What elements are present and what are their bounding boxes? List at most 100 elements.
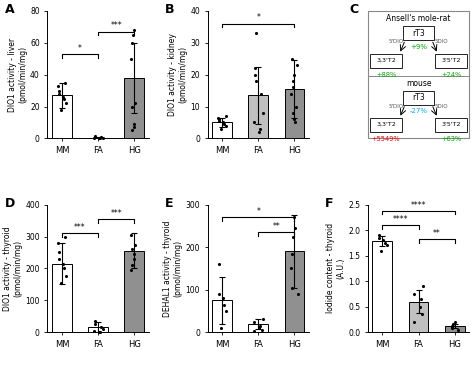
Point [55,250,63,256]
Point [219,295,227,301]
Point [288,56,295,62]
Point [418,311,426,317]
Point [55,88,63,93]
Point [128,40,136,46]
Point [290,116,298,122]
Text: E: E [165,197,173,210]
Bar [88,327,108,332]
Point [255,129,263,135]
Text: +9%: +9% [410,44,427,50]
Point [55,256,63,262]
Text: ****: **** [393,215,408,224]
Point [95,329,103,335]
Point [220,121,228,127]
Point [381,240,388,246]
Point [375,233,383,238]
Point [287,91,295,97]
Point [252,72,259,78]
Text: Ansell's mole-rat: Ansell's mole-rat [386,14,451,23]
FancyBboxPatch shape [435,54,467,68]
Point [416,304,423,310]
Bar [248,324,268,332]
Point [90,328,97,334]
Point [253,30,260,36]
Bar [445,326,465,332]
Text: 3,3'T2: 3,3'T2 [376,122,396,127]
Point [290,72,298,78]
Point [289,85,296,91]
Point [252,65,259,71]
Point [288,251,295,257]
Point [448,323,456,329]
Point [130,251,137,257]
Text: -27%: -27% [410,108,428,114]
Point [289,110,296,116]
Point [250,120,257,126]
Text: ***: *** [110,22,122,30]
Point [448,325,456,331]
Point [215,291,223,297]
Bar [409,301,428,332]
Bar [373,241,392,332]
Text: +24%: +24% [441,72,461,78]
Point [128,127,136,133]
Bar [248,95,268,138]
Point [60,265,68,271]
Text: 3'5'T2: 3'5'T2 [441,58,461,63]
Point [129,32,137,38]
Point [91,134,99,140]
Bar [124,78,144,138]
Point [214,115,222,120]
Point [259,110,266,116]
Point [128,267,135,273]
Point [258,327,265,333]
Y-axis label: Iodide content - thyroid
(A.U.): Iodide content - thyroid (A.U.) [326,223,346,314]
FancyBboxPatch shape [403,91,434,105]
Point [99,135,106,141]
Text: *: * [78,44,82,53]
Y-axis label: DIO1 activity - kidney
(pmol/min/mg): DIO1 activity - kidney (pmol/min/mg) [168,33,187,116]
Point [255,325,263,331]
Text: +88%: +88% [376,72,396,78]
Point [127,56,135,62]
Point [250,319,257,324]
Point [259,316,266,322]
Point [219,120,227,126]
Text: **: ** [433,229,440,238]
FancyBboxPatch shape [370,118,402,132]
Point [99,326,106,332]
Point [62,234,69,239]
Y-axis label: DIO1 activity - thyroid
(pmol/min/mg): DIO1 activity - thyroid (pmol/min/mg) [3,226,22,311]
Bar [124,251,144,332]
Text: 5'DIO: 5'DIO [389,104,404,109]
Point [215,261,223,267]
Text: **: ** [273,222,280,231]
Bar [284,89,304,138]
Point [288,285,296,291]
Text: *: * [256,14,260,22]
Bar [212,300,232,332]
Point [383,243,391,249]
Point [290,215,298,220]
Point [54,240,62,246]
Y-axis label: DEHAL1 activity - thyroid
(pmol/min/mg): DEHAL1 activity - thyroid (pmol/min/mg) [163,220,182,317]
Point [294,291,301,297]
Point [449,321,456,327]
Text: +5549%: +5549% [372,136,401,142]
Point [293,62,301,68]
Point [250,328,258,334]
Bar [212,123,232,138]
Text: +63%: +63% [441,136,461,142]
Point [91,318,99,324]
Point [131,256,138,262]
Point [98,135,105,141]
FancyBboxPatch shape [370,54,402,68]
Point [54,83,62,89]
Y-axis label: DIO1 activity - liver
(pmol/min/mg): DIO1 activity - liver (pmol/min/mg) [8,38,27,112]
Text: C: C [350,3,359,16]
Point [451,319,459,325]
Point [410,319,418,325]
Bar [52,95,72,138]
Point [127,232,135,238]
Point [419,283,427,289]
